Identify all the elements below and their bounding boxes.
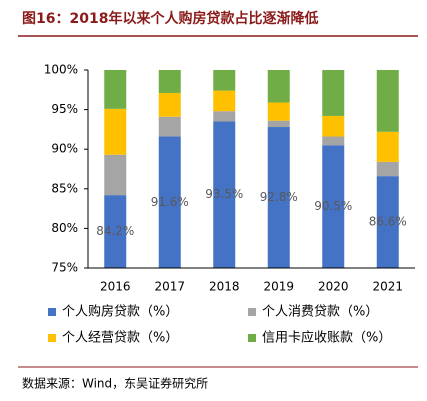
data-label: 90.5% bbox=[314, 199, 352, 213]
bar-segment bbox=[104, 70, 127, 109]
x-tick-label: 2021 bbox=[372, 280, 403, 294]
bar-segment bbox=[158, 92, 181, 117]
bar-segment bbox=[104, 108, 127, 155]
bar-segment bbox=[322, 136, 345, 146]
bar-segment bbox=[376, 70, 399, 132]
y-tick-label: 90% bbox=[51, 142, 78, 156]
y-tick-label: 85% bbox=[51, 181, 78, 195]
data-label: 93.5% bbox=[205, 187, 243, 201]
x-tick-label: 2020 bbox=[318, 280, 349, 294]
chart-title: 图16：2018年以来个人购房贷款占比逐渐降低 bbox=[22, 10, 318, 27]
y-tick-label: 100% bbox=[44, 63, 78, 77]
x-tick-label: 2016 bbox=[100, 280, 131, 294]
x-tick-label: 2018 bbox=[209, 280, 240, 294]
bar-segment bbox=[376, 176, 399, 268]
y-tick-label: 75% bbox=[51, 261, 78, 275]
bar-segment bbox=[158, 70, 181, 93]
bar-segment bbox=[322, 115, 345, 137]
data-label: 92.8% bbox=[260, 190, 298, 204]
legend-label: 个人经营贷款（%） bbox=[62, 331, 178, 346]
bar-segment bbox=[213, 121, 236, 268]
y-tick-label: 80% bbox=[51, 221, 78, 235]
bar-segment bbox=[213, 111, 236, 122]
bar-segment bbox=[267, 120, 290, 128]
data-label: 86.6% bbox=[369, 215, 407, 229]
data-label: 91.6% bbox=[151, 195, 189, 209]
bar-segment bbox=[322, 145, 345, 268]
bar-segment bbox=[322, 70, 345, 116]
legend-label: 信用卡应收账款（%） bbox=[262, 330, 391, 346]
bar-segment bbox=[104, 195, 127, 268]
bar-segment bbox=[267, 102, 290, 121]
bar-segment bbox=[267, 127, 290, 268]
source: 数据来源：Wind，东吴证券研究所 bbox=[22, 376, 208, 391]
bar-segment bbox=[213, 70, 236, 91]
bar-segment bbox=[267, 70, 290, 103]
x-tick-label: 2017 bbox=[154, 280, 185, 294]
bar-segment bbox=[104, 154, 127, 196]
bar-segment bbox=[376, 131, 399, 162]
legend-swatch bbox=[248, 308, 256, 316]
legend-label: 个人消费贷款（%） bbox=[262, 305, 378, 320]
y-tick-label: 95% bbox=[51, 102, 78, 116]
legend-swatch bbox=[48, 308, 56, 316]
legend-label: 个人购房贷款（%） bbox=[62, 304, 178, 320]
bar-segment bbox=[158, 136, 181, 268]
legend-swatch bbox=[48, 334, 56, 342]
legend-swatch bbox=[248, 334, 256, 342]
bar-segment bbox=[376, 161, 399, 177]
data-label: 84.2% bbox=[96, 224, 134, 238]
bar-segment bbox=[158, 116, 181, 137]
bar-segment bbox=[213, 90, 236, 112]
x-tick-label: 2019 bbox=[263, 280, 294, 294]
